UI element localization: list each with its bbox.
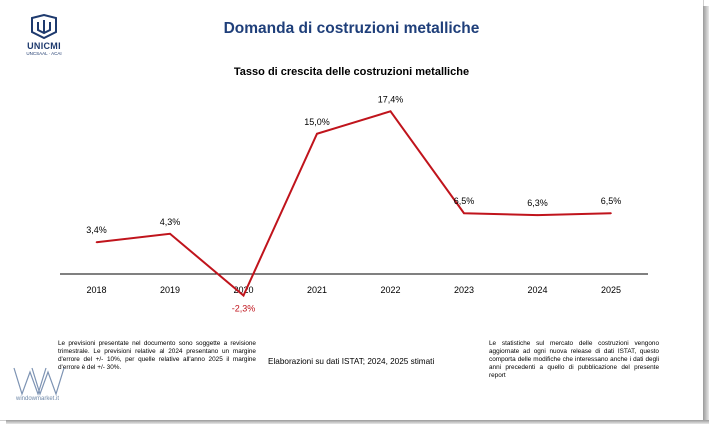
data-label: 6,5%: [454, 196, 475, 206]
data-label: 17,4%: [378, 94, 404, 104]
data-point: [316, 132, 318, 135]
page-title: Domanda di costruzioni metalliche: [223, 20, 480, 37]
statistics-note: Le statistiche sul mercato delle costruz…: [489, 340, 659, 379]
x-tick-label: 2023: [454, 285, 474, 295]
data-point: [536, 214, 539, 216]
data-point: [95, 241, 98, 244]
source-note: Elaborazioni su dati ISTAT; 2024, 2025 s…: [268, 357, 435, 366]
x-tick-label: 2025: [601, 285, 621, 295]
logo-subtitle: UNCSAAL · ACAI: [26, 51, 62, 56]
logo-name: UNICMI: [27, 41, 61, 51]
unicmi-logo: UNICMI UNCSAAL · ACAI: [20, 14, 68, 64]
slide-shadow-right: [703, 6, 709, 424]
data-label: 6,5%: [601, 196, 622, 206]
data-label: 3,4%: [86, 225, 107, 235]
chart-title: Tasso di crescita delle costruzioni meta…: [233, 66, 470, 78]
data-point: [169, 232, 171, 235]
unicmi-logo-icon: [31, 14, 57, 40]
data-point: [610, 212, 612, 215]
growth-line-chart: 2018 2019 2020 2021 2022 2023 2024 2025 3,4% 4,3%…: [60, 94, 648, 314]
series-line: [96, 110, 612, 298]
data-label: 6,3%: [527, 198, 548, 208]
data-label: -2,3%: [232, 304, 256, 314]
data-label: 15,0%: [304, 117, 330, 127]
data-label: 4,3%: [160, 217, 181, 227]
x-tick-label: 2020: [233, 285, 253, 295]
windowmarket-logo-icon: [13, 367, 65, 396]
watermark-text: windowmarket.it: [16, 396, 60, 402]
x-tick-label: 2018: [86, 285, 106, 295]
slide-shadow-bottom: [6, 420, 709, 424]
x-tick-label: 2019: [160, 285, 180, 295]
data-point: [463, 212, 465, 215]
data-point: [389, 110, 392, 113]
x-tick-label: 2021: [307, 285, 327, 295]
data-point: [242, 294, 245, 297]
x-tick-label: 2022: [380, 285, 400, 295]
forecast-note: Le previsioni presentate nel documento s…: [58, 340, 256, 371]
x-tick-label: 2024: [527, 285, 547, 295]
